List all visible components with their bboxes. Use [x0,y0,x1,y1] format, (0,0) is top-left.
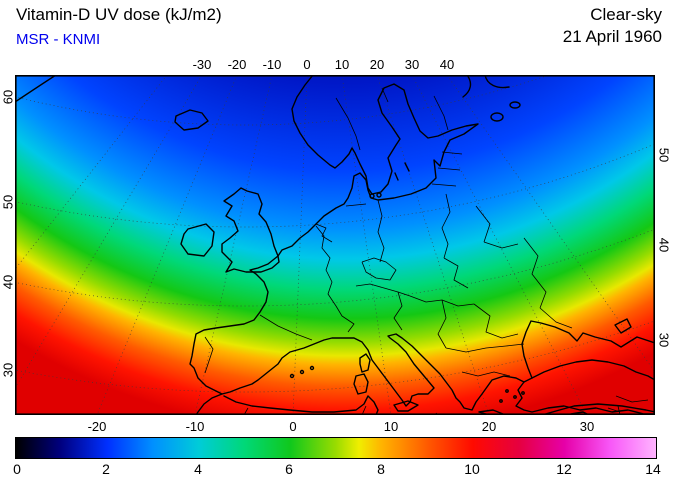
left-axis-label: 40 [0,274,16,290]
top-axis-label: 40 [439,57,455,72]
coastlines [15,75,655,415]
colorbar-tick-label: 6 [285,461,293,477]
uv-dose-field [15,75,655,415]
right-axis-label: 50 [656,147,672,163]
top-axis-label: 0 [303,57,311,72]
graticule [15,75,655,415]
bottom-axis-label: -20 [87,419,107,434]
colorbar-tick-label: 0 [13,461,21,477]
right-axis-label: 30 [656,332,672,348]
colorbar-tick-label: 10 [464,461,480,477]
bottom-axis-label: 10 [383,419,399,434]
bottom-axis-label: 0 [289,419,297,434]
sky-condition-label: Clear-sky [590,5,662,24]
top-axis-label: -30 [192,57,212,72]
uv-dose-map [15,75,655,415]
colorbar-tick-label: 14 [645,461,661,477]
bottom-axis-label: -10 [185,419,205,434]
bottom-axis-label: 20 [481,419,497,434]
left-axis-label: 60 [0,89,16,105]
map-frame [15,75,655,415]
colorbar-gradient [15,437,657,459]
left-axis-label: 50 [0,194,16,210]
colorbar-tick-label: 12 [556,461,572,477]
top-axis-label: -10 [262,57,282,72]
figure-title: Vitamin-D UV dose (kJ/m2) [16,5,222,24]
top-axis-label: 30 [404,57,420,72]
top-axis-label: -20 [227,57,247,72]
bottom-axis-label: 30 [579,419,595,434]
top-axis-label: 20 [369,57,385,72]
right-axis-label: 40 [656,237,672,253]
left-axis-label: 30 [0,362,16,378]
date-label: 21 April 1960 [562,27,662,46]
colorbar-tick-label: 2 [102,461,110,477]
colorbar-tick-label: 8 [377,461,385,477]
colorbar-tick-label: 4 [194,461,202,477]
top-axis-label: 10 [334,57,350,72]
data-source-label: MSR - KNMI [16,31,101,48]
